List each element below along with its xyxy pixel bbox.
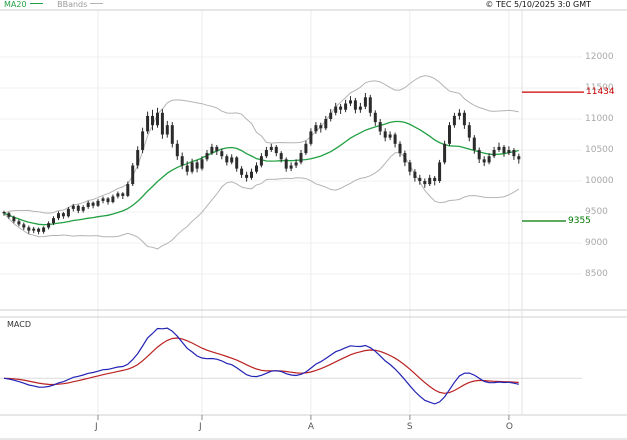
legend: MA20 BBands (4, 0, 115, 10)
month-label: S (406, 422, 413, 432)
price-axis-label: 9500 (585, 206, 608, 217)
price-axis-label: 10500 (585, 144, 614, 155)
price-axis-label: 11000 (585, 113, 614, 124)
month-label: J (199, 422, 202, 432)
resistance-price-label: 11434 (586, 86, 615, 97)
price-axis-label: 8500 (585, 268, 608, 279)
bbands-line-sample-icon (90, 3, 104, 4)
price-axis-label: 12000 (585, 51, 614, 62)
ma20-line-sample-icon (29, 3, 43, 4)
legend-ma20: MA20 (4, 0, 43, 9)
legend-ma20-label: MA20 (4, 0, 27, 9)
copyright-text: © TEC 5/10/2025 3:0 GMT (485, 0, 591, 9)
macd-panel-label: MACD (7, 320, 31, 329)
month-label: O (505, 422, 513, 432)
month-label: J (95, 422, 98, 432)
support-price-label: 9355 (568, 215, 591, 226)
chart-header: MA20 BBands © TEC 5/10/2025 3:0 GMT (0, 0, 627, 10)
price-axis-label: 9000 (585, 237, 608, 248)
price-axis-label: 11500 (585, 82, 614, 93)
price-axis-label: 10000 (585, 175, 614, 186)
legend-bbands-label: BBands (57, 0, 88, 9)
legend-bbands: BBands (57, 0, 104, 9)
month-label: A (307, 422, 315, 432)
